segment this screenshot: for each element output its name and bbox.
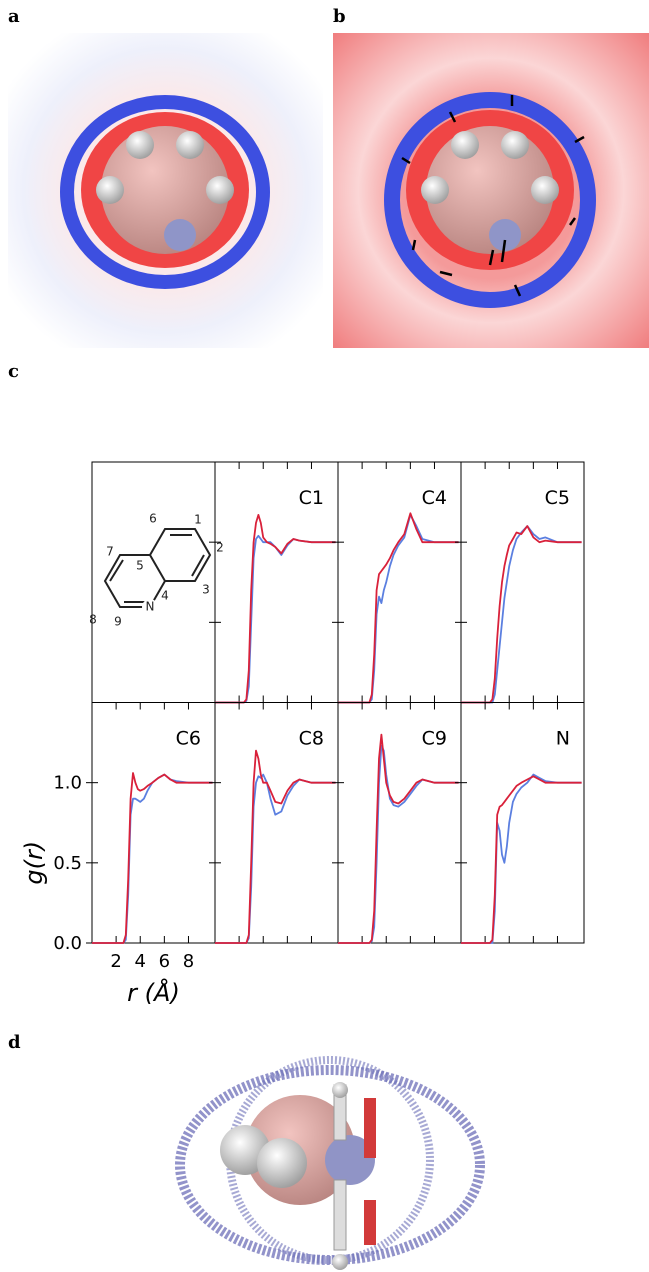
rdf-line: [338, 744, 459, 944]
atom-label: 5: [136, 559, 144, 573]
panel-title: N: [556, 728, 570, 750]
x-tick-label: 8: [183, 951, 194, 972]
density-map-b: [333, 33, 649, 348]
atom-label: 9: [114, 615, 122, 629]
rdf-line: [338, 512, 459, 704]
panel-label: a: [8, 6, 20, 27]
panel-frame: [460, 702, 585, 944]
atom-label: 1: [194, 513, 202, 527]
atom-label: 4: [161, 589, 169, 603]
rdf-line: [461, 525, 582, 704]
rdf-line: [215, 514, 336, 704]
atom-label: 6: [149, 512, 157, 526]
y-tick-label: 0.0: [53, 933, 82, 954]
rdf-line: [215, 534, 336, 704]
x-tick-label: 2: [110, 951, 121, 972]
y-axis-label: g(r): [20, 841, 48, 885]
x-axis-label: r (Å): [127, 978, 180, 1007]
panel-label: b: [333, 6, 346, 27]
panel-title: C1: [299, 487, 324, 509]
atom-label: 8: [89, 613, 97, 627]
panel-label: d: [8, 1032, 21, 1053]
isosurface-d: [175, 1056, 485, 1270]
density-map-a: [8, 33, 323, 348]
atom-label: 7: [106, 545, 114, 559]
y-tick-label: 1.0: [53, 773, 82, 794]
rdf-line: [461, 773, 582, 944]
panel-title: C8: [299, 728, 324, 750]
rdf-line: [215, 749, 336, 944]
rdf-line: [92, 773, 213, 944]
atom-label: 3: [202, 583, 210, 597]
x-tick-label: 6: [159, 951, 170, 972]
panel-frame: [91, 461, 216, 703]
atom-mask: [142, 599, 158, 615]
x-tick-label: 4: [135, 951, 146, 972]
rdf-line: [461, 525, 582, 704]
panel-title: C4: [422, 487, 447, 509]
y-tick-label: 0.5: [53, 853, 82, 874]
rdf-panels: C1 C4 C52 4 6 80.00.51.0C6 C8 C9 Nr (Å)g(r): [20, 461, 585, 1007]
panel-title: C5: [545, 487, 570, 509]
quinoline-structure: [103, 528, 212, 608]
rdf-line: [338, 733, 459, 944]
panel-title: C9: [422, 728, 447, 750]
atom-label: 2: [216, 541, 224, 555]
atom-label: N: [146, 600, 155, 614]
rdf-line: [461, 775, 582, 944]
rdf-line: [92, 772, 213, 944]
panel-label: c: [8, 361, 19, 382]
panel-title: C6: [176, 728, 201, 750]
